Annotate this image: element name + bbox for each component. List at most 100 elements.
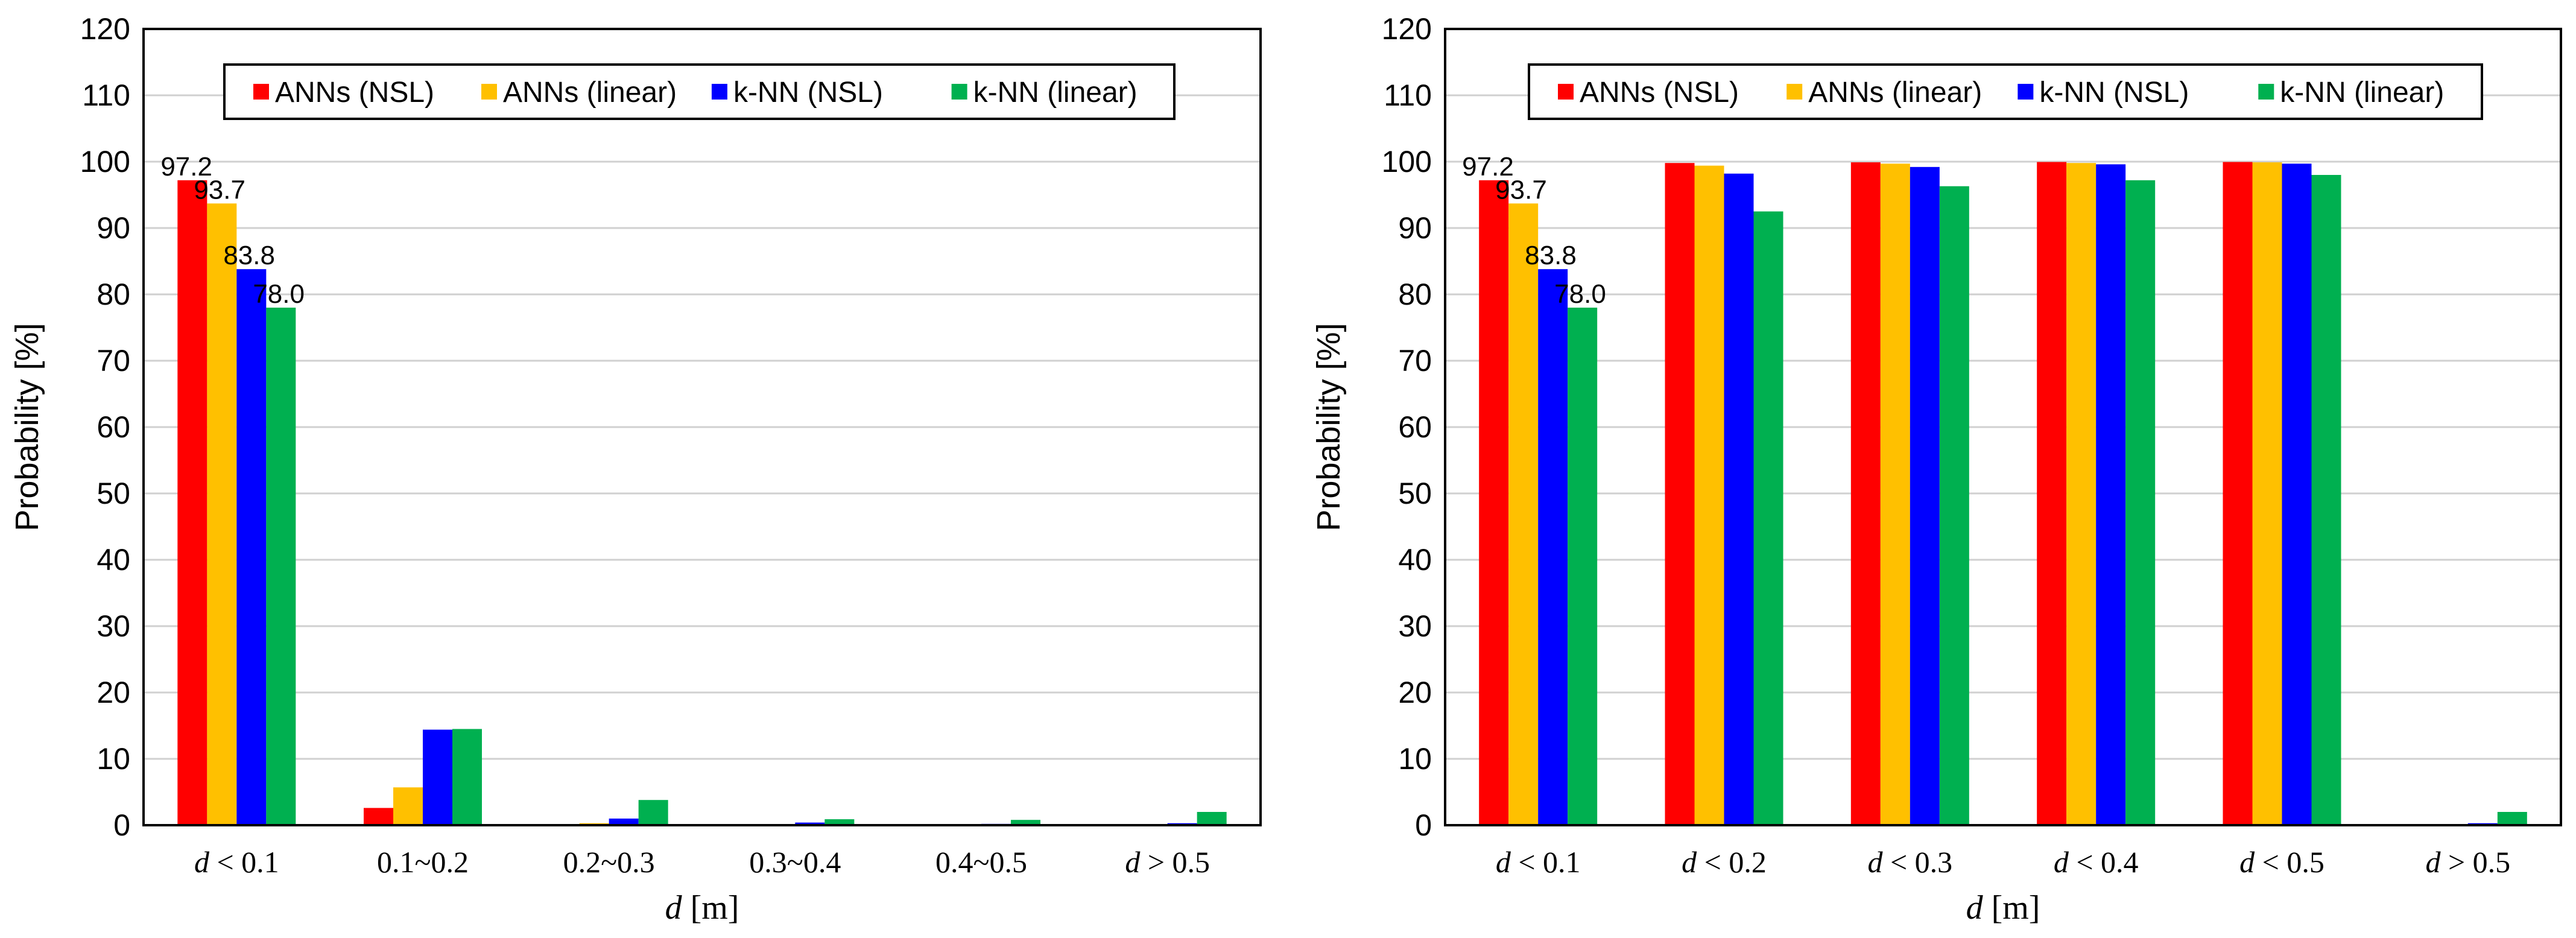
y-tick-label: 10 bbox=[97, 742, 130, 776]
bar-k-nn-nsl-1 bbox=[423, 729, 452, 825]
legend: ANNs (NSL) ANNs (linear) k-NN (NSL) k-NN (l… bbox=[1528, 63, 2483, 120]
bar-anns-linear-4 bbox=[2252, 162, 2282, 826]
bar-k-nn-linear-2 bbox=[638, 800, 668, 825]
bar-k-nn-linear-5 bbox=[1197, 812, 1227, 825]
bar-anns-nsl-4 bbox=[2223, 162, 2253, 825]
y-tick-label: 0 bbox=[1415, 808, 1432, 842]
y-tick-label: 0 bbox=[113, 808, 130, 842]
data-label: 93.7 bbox=[194, 175, 245, 204]
bar-k-nn-nsl-3 bbox=[795, 822, 825, 825]
y-tick-label: 40 bbox=[97, 543, 130, 577]
plot-frame bbox=[1444, 28, 2562, 826]
x-tick-label: 0.3~0.4 bbox=[749, 845, 841, 879]
y-tick-label: 40 bbox=[1398, 543, 1432, 577]
data-label: 78.0 bbox=[253, 279, 305, 309]
y-tick-label: 50 bbox=[1398, 477, 1432, 510]
bar-k-nn-linear-1 bbox=[452, 729, 482, 825]
y-tick-label: 120 bbox=[1382, 12, 1432, 46]
bar-k-nn-nsl-0 bbox=[1538, 269, 1568, 825]
y-tick-label: 100 bbox=[80, 145, 130, 179]
legend-box bbox=[1528, 63, 2483, 120]
bar-k-nn-nsl-2 bbox=[609, 819, 639, 825]
bar-anns-nsl-2 bbox=[1850, 162, 1881, 826]
chart-left: 0 10 20 30 40 50 60 70 80 90 100 110 120 Probability … bbox=[9, 12, 1262, 927]
bar-k-nn-linear-4 bbox=[2311, 175, 2341, 825]
y-tick-label: 110 bbox=[1384, 78, 1432, 112]
bar-anns-linear-3 bbox=[2066, 163, 2097, 826]
x-tick-label: d < 0.1 bbox=[1496, 845, 1581, 879]
y-tick-label: 10 bbox=[1398, 742, 1432, 776]
bar-anns-linear-0 bbox=[207, 203, 237, 825]
bar-k-nn-linear-3 bbox=[2125, 180, 2156, 825]
legend-label: k-NN (linear) bbox=[973, 77, 1138, 109]
bar-anns-linear-2 bbox=[1880, 163, 1910, 825]
legend-swatch bbox=[951, 84, 967, 100]
legend-box bbox=[223, 63, 1176, 120]
y-tick-label: 20 bbox=[97, 676, 130, 709]
legend-swatch bbox=[481, 84, 497, 100]
legend-label: ANNs (linear) bbox=[503, 77, 677, 109]
y-tick-label: 50 bbox=[97, 477, 130, 510]
x-tick-label: d < 0.5 bbox=[2239, 845, 2324, 879]
y-tick-label: 120 bbox=[80, 12, 130, 46]
bar-anns-linear-0 bbox=[1508, 203, 1539, 825]
legend-swatch bbox=[253, 84, 269, 100]
x-tick-label: d < 0.2 bbox=[1682, 845, 1767, 879]
legend-label: k-NN (linear) bbox=[2280, 77, 2444, 109]
y-tick-label: 60 bbox=[1398, 410, 1432, 444]
bar-k-nn-nsl-0 bbox=[236, 269, 267, 825]
legend-swatch bbox=[1558, 84, 1574, 100]
bar-anns-nsl-0 bbox=[177, 180, 207, 825]
plot-frame bbox=[142, 28, 1262, 826]
bar-k-nn-nsl-4 bbox=[2282, 163, 2312, 825]
y-tick-label: 70 bbox=[1398, 344, 1432, 378]
data-label: 97.2 bbox=[160, 152, 212, 182]
y-tick-label: 20 bbox=[1398, 676, 1432, 709]
chart-right: 0 10 20 30 40 50 60 70 80 90 100 110 120 Probability … bbox=[1311, 12, 2562, 927]
bar-k-nn-linear-2 bbox=[1939, 186, 1969, 826]
legend-swatch bbox=[711, 84, 727, 100]
bar-k-nn-linear-5 bbox=[2497, 812, 2527, 825]
x-tick-label: 0.4~0.5 bbox=[935, 845, 1027, 879]
x-tick-label: d < 0.4 bbox=[2054, 845, 2139, 879]
y-axis-title: Probability [%] bbox=[9, 323, 45, 531]
bar-k-nn-nsl-2 bbox=[1910, 166, 1940, 825]
legend-swatch bbox=[1786, 84, 1803, 100]
bar-anns-nsl-1 bbox=[364, 808, 393, 825]
bar-k-nn-linear-1 bbox=[1753, 211, 1783, 825]
x-tick-label: d < 0.1 bbox=[194, 845, 279, 879]
y-tick-label: 90 bbox=[97, 211, 130, 245]
y-tick-label: 30 bbox=[97, 609, 130, 643]
legend-label: k-NN (NSL) bbox=[733, 77, 883, 109]
data-label: 93.7 bbox=[1495, 175, 1547, 204]
legend-swatch bbox=[2017, 84, 2034, 100]
x-axis-title: d [m] bbox=[665, 889, 739, 927]
y-tick-label: 30 bbox=[1398, 609, 1432, 643]
y-tick-label: 80 bbox=[97, 277, 130, 311]
x-tick-label: 0.2~0.3 bbox=[563, 845, 655, 879]
bar-k-nn-nsl-3 bbox=[2096, 164, 2126, 825]
x-axis-title: d [m] bbox=[1966, 889, 2040, 927]
bar-k-nn-linear-0 bbox=[266, 308, 296, 825]
x-tick-label: d > 0.5 bbox=[2425, 845, 2510, 879]
y-tick-label: 80 bbox=[1398, 277, 1432, 311]
data-label: 83.8 bbox=[1525, 241, 1577, 270]
x-tick-label: d > 0.5 bbox=[1125, 845, 1210, 879]
bar-anns-nsl-0 bbox=[1479, 180, 1509, 825]
legend-swatch bbox=[2258, 84, 2274, 100]
legend-label: ANNs (NSL) bbox=[275, 77, 434, 109]
y-tick-label: 60 bbox=[97, 410, 130, 444]
bar-k-nn-linear-0 bbox=[1568, 308, 1598, 825]
legend-label: ANNs (NSL) bbox=[1580, 77, 1739, 109]
bar-anns-linear-1 bbox=[393, 787, 423, 825]
bar-k-nn-linear-4 bbox=[1011, 820, 1040, 825]
legend-label: k-NN (NSL) bbox=[2039, 77, 2189, 109]
x-tick-label: d < 0.3 bbox=[1867, 845, 1952, 879]
bar-anns-nsl-1 bbox=[1665, 163, 1695, 826]
x-tick-label: 0.1~0.2 bbox=[377, 845, 469, 879]
data-label: 97.2 bbox=[1462, 152, 1514, 182]
y-tick-label: 70 bbox=[97, 344, 130, 378]
y-tick-label: 100 bbox=[1382, 145, 1432, 179]
data-label: 83.8 bbox=[223, 241, 275, 270]
